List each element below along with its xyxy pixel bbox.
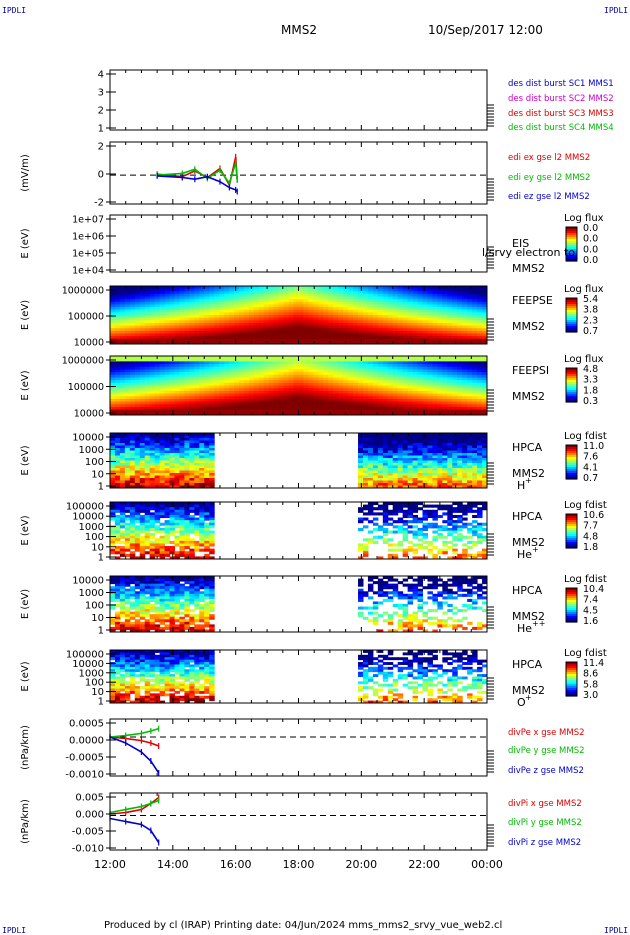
instrument-label: FEEPSI <box>512 364 549 377</box>
spacecraft-label: MMS2 <box>512 320 545 333</box>
y-tick-label: 1000000 <box>62 286 104 297</box>
y-tick-label: 1000 <box>79 445 104 456</box>
species-charge: + <box>525 476 532 485</box>
y-axis-label: E (eV) <box>20 445 31 475</box>
colorbar-tick-label: 4.8 <box>583 364 598 375</box>
heatmap-cell <box>110 551 115 554</box>
y-tick-label: 1e+04 <box>72 266 104 277</box>
legend-entry: edi ey gse l2 MMS2 <box>508 173 590 183</box>
panel-frame <box>110 142 487 204</box>
y-tick-label: 1 <box>98 482 104 493</box>
legend-entry: des dist burst SC4 MMS4 <box>508 123 614 133</box>
y-tick-label: 1000000 <box>62 356 104 367</box>
y-tick-label: 1 <box>98 124 104 135</box>
y-tick-label: 2 <box>98 106 104 117</box>
y-axis-label: E (eV) <box>20 228 31 258</box>
legend-entry: edi ex gse l2 MMS2 <box>508 153 590 163</box>
colorbar-tick-label: 0.0 <box>583 234 598 245</box>
heatmap-cell <box>115 510 120 513</box>
spacecraft-label: MMS2 <box>512 262 545 275</box>
heatmap-cell <box>110 543 115 546</box>
colorbar-tick-label: 0.7 <box>583 326 598 337</box>
y-tick-label: 10000 <box>74 409 104 420</box>
heatmap-cell <box>115 551 120 554</box>
legend-entry: edi ez gse l2 MMS2 <box>508 192 590 202</box>
colorbar-tick-label: 7.6 <box>583 452 598 463</box>
y-tick-label: 1e+06 <box>72 232 104 243</box>
colorbar-tick-label: 0.0 <box>583 223 598 234</box>
legend-entry: des dist burst SC1 MMS1 <box>508 79 614 89</box>
y-tick-label: 10 <box>91 469 104 480</box>
heatmap-cell <box>110 518 115 521</box>
colorbar-tick-label: 11.0 <box>583 441 604 452</box>
colorbar-tick-label: 0.3 <box>583 396 598 407</box>
panel-frame <box>110 215 487 272</box>
y-axis-label: E (eV) <box>20 370 31 400</box>
y-tick-label: 0 <box>98 170 104 181</box>
heatmap-cell <box>115 541 120 544</box>
y-tick-label: -2 <box>94 198 104 209</box>
panel-frame <box>110 70 487 130</box>
y-tick-label: 100 <box>85 457 104 468</box>
y-tick-label: 100000 <box>68 312 104 323</box>
y-tick-label: 1e+05 <box>72 249 104 260</box>
panel-burst: 1 2 3 4 des dist burst SC1 MMS1 des dist burs… <box>98 70 614 135</box>
y-axis-label: (mV/m) <box>20 154 31 192</box>
instrument-extra-label: l/srvy electron to <box>482 246 575 259</box>
spacecraft-label: MMS2 <box>512 390 545 403</box>
y-tick-label: 1e+07 <box>72 215 104 226</box>
colorbar-tick-label: 0.0 <box>583 244 598 255</box>
legend-entry: des dist burst SC3 MMS3 <box>508 109 614 119</box>
instrument-label: HPCA <box>512 441 543 454</box>
colorbar-tick-label: 5.4 <box>583 294 598 305</box>
panel-edi: -2 0 2 (mV/m) edi ex gse l2 MMS2 edi ey gse l… <box>20 142 590 209</box>
colorbar-tick-label: 2.3 <box>583 315 598 326</box>
heatmap-cell <box>120 525 125 528</box>
colorbar-tick-label: 0.0 <box>583 255 598 266</box>
y-axis-label: E (eV) <box>20 300 31 330</box>
y-tick-label: 10000 <box>74 338 104 349</box>
colorbar-tick-label: 3.3 <box>583 375 598 386</box>
y-tick-label: 2 <box>98 142 104 153</box>
colorbar-tick-label: 4.1 <box>583 462 598 473</box>
colorbar-tick-label: 1.8 <box>583 385 598 396</box>
colorbar-tick-label: 0.7 <box>583 473 598 484</box>
legend-entry: des dist burst SC2 MMS2 <box>508 94 614 104</box>
y-tick-label: 3 <box>98 88 104 99</box>
y-tick-label: 100000 <box>68 382 104 393</box>
y-tick-label: 4 <box>98 70 104 81</box>
colorbar-tick-label: 3.8 <box>583 305 598 316</box>
instrument-label: FEEPSE <box>512 294 553 307</box>
y-tick-label: 10000 <box>72 433 104 444</box>
